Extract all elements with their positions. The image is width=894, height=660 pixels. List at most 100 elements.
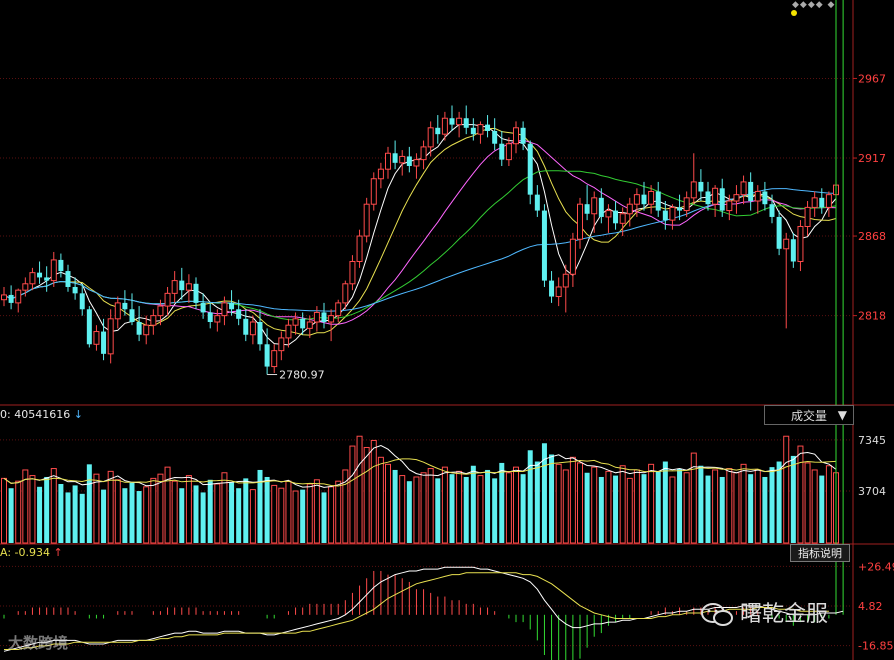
volume-bar xyxy=(733,472,740,544)
volume-bar xyxy=(811,469,818,544)
volume-bar xyxy=(335,480,342,544)
volume-bar xyxy=(79,493,85,543)
ma-line xyxy=(3,124,837,346)
candle-body xyxy=(669,206,676,221)
candle-body xyxy=(93,331,100,345)
indicator-help-button[interactable]: 指标说明 xyxy=(790,544,850,562)
volume-bar xyxy=(58,484,64,543)
candle-body xyxy=(541,210,547,281)
candle-body xyxy=(179,280,185,291)
candle-body xyxy=(143,324,150,336)
indicator-select[interactable]: 成交量 ▼ xyxy=(764,405,854,425)
volume-bar xyxy=(385,463,391,544)
volume-bar xyxy=(420,472,427,544)
watermark-source: 大数跨境 xyxy=(8,632,68,653)
volume-bar xyxy=(356,435,363,544)
candle-body xyxy=(569,238,576,275)
volume-bar xyxy=(677,468,683,543)
volume-bar xyxy=(534,461,540,543)
volume-bar xyxy=(449,474,455,543)
volume-bar xyxy=(705,475,711,543)
volume-ma-line xyxy=(3,458,837,487)
candlestick-series xyxy=(1,105,839,375)
toolbar-dots[interactable]: ◆◆◆◆ ◆ xyxy=(792,0,836,10)
candle-body xyxy=(485,124,491,131)
volume-bar xyxy=(825,465,832,544)
candle-body xyxy=(712,187,719,205)
macd-axis: +26.49 4.82 -16.85 xyxy=(858,560,894,652)
candle-body xyxy=(577,203,583,240)
volume-bar xyxy=(762,476,768,543)
volume-bar xyxy=(72,485,78,543)
candle-body xyxy=(399,155,406,164)
candle-body xyxy=(129,309,135,322)
volume-bar xyxy=(485,469,491,543)
volume-bar xyxy=(413,476,420,544)
volume-readout: 0: 40541616 ↓ xyxy=(0,408,83,421)
candle-body xyxy=(754,190,761,202)
volume-bar xyxy=(171,480,178,544)
candle-body xyxy=(278,337,285,352)
volume-bar xyxy=(306,483,313,544)
candle-body xyxy=(562,273,569,288)
indicator-help-label: 指标说明 xyxy=(798,547,842,560)
candle-body xyxy=(44,277,50,281)
volume-bar xyxy=(655,471,661,543)
volume-bar xyxy=(264,476,270,543)
volume-bar xyxy=(577,462,583,544)
volume-bar xyxy=(520,474,526,543)
volume-bar xyxy=(819,475,825,543)
candle-body xyxy=(363,203,370,237)
candle-body xyxy=(392,153,398,163)
candle-body xyxy=(797,225,804,263)
volume-bar xyxy=(513,466,519,544)
candle-body xyxy=(740,181,747,196)
candle-body xyxy=(157,305,164,317)
candle-body xyxy=(633,194,640,205)
volume-bar xyxy=(243,478,249,543)
up-arrow-icon: ↑ xyxy=(53,546,63,559)
candle-body xyxy=(776,216,782,249)
volume-bar xyxy=(549,454,555,543)
volume-bar xyxy=(363,446,370,544)
candle-body xyxy=(164,292,171,307)
candle-body xyxy=(427,127,434,148)
candle-body xyxy=(107,318,114,355)
candle-body xyxy=(385,152,391,170)
candle-body xyxy=(200,302,206,313)
candle-body xyxy=(58,259,64,272)
volume-bar xyxy=(776,461,782,543)
volume-bar xyxy=(555,463,562,544)
price-tick-label: 2967 xyxy=(858,72,886,85)
candle-body xyxy=(790,239,796,262)
volume-bar xyxy=(185,475,192,544)
volume-bar xyxy=(562,469,569,544)
candle-body xyxy=(236,309,242,319)
volume-ma-line xyxy=(3,444,837,488)
candle-body xyxy=(150,315,157,326)
candle-body xyxy=(626,203,633,215)
candle-body xyxy=(335,302,342,317)
volume-bar xyxy=(662,461,668,543)
candle-body xyxy=(306,321,313,329)
candle-body xyxy=(229,302,235,310)
candle-body xyxy=(683,197,690,212)
price-tick-label: 2868 xyxy=(858,230,886,243)
candle-body xyxy=(342,283,349,304)
candle-body xyxy=(726,200,733,212)
candle-body xyxy=(613,210,619,224)
volume-tick-label: 3704 xyxy=(858,485,886,498)
volume-bar xyxy=(541,443,547,543)
candle-body xyxy=(555,286,562,298)
volume-readout-value: 40541616 xyxy=(14,408,71,421)
candle-body xyxy=(477,124,484,135)
candle-body xyxy=(748,181,754,202)
volume-bar xyxy=(613,475,619,543)
candle-body xyxy=(406,156,412,166)
candle-body xyxy=(677,207,683,211)
candle-body xyxy=(534,194,540,211)
volume-bar xyxy=(626,477,633,544)
candle-body xyxy=(15,289,22,304)
volume-bar xyxy=(435,478,441,543)
